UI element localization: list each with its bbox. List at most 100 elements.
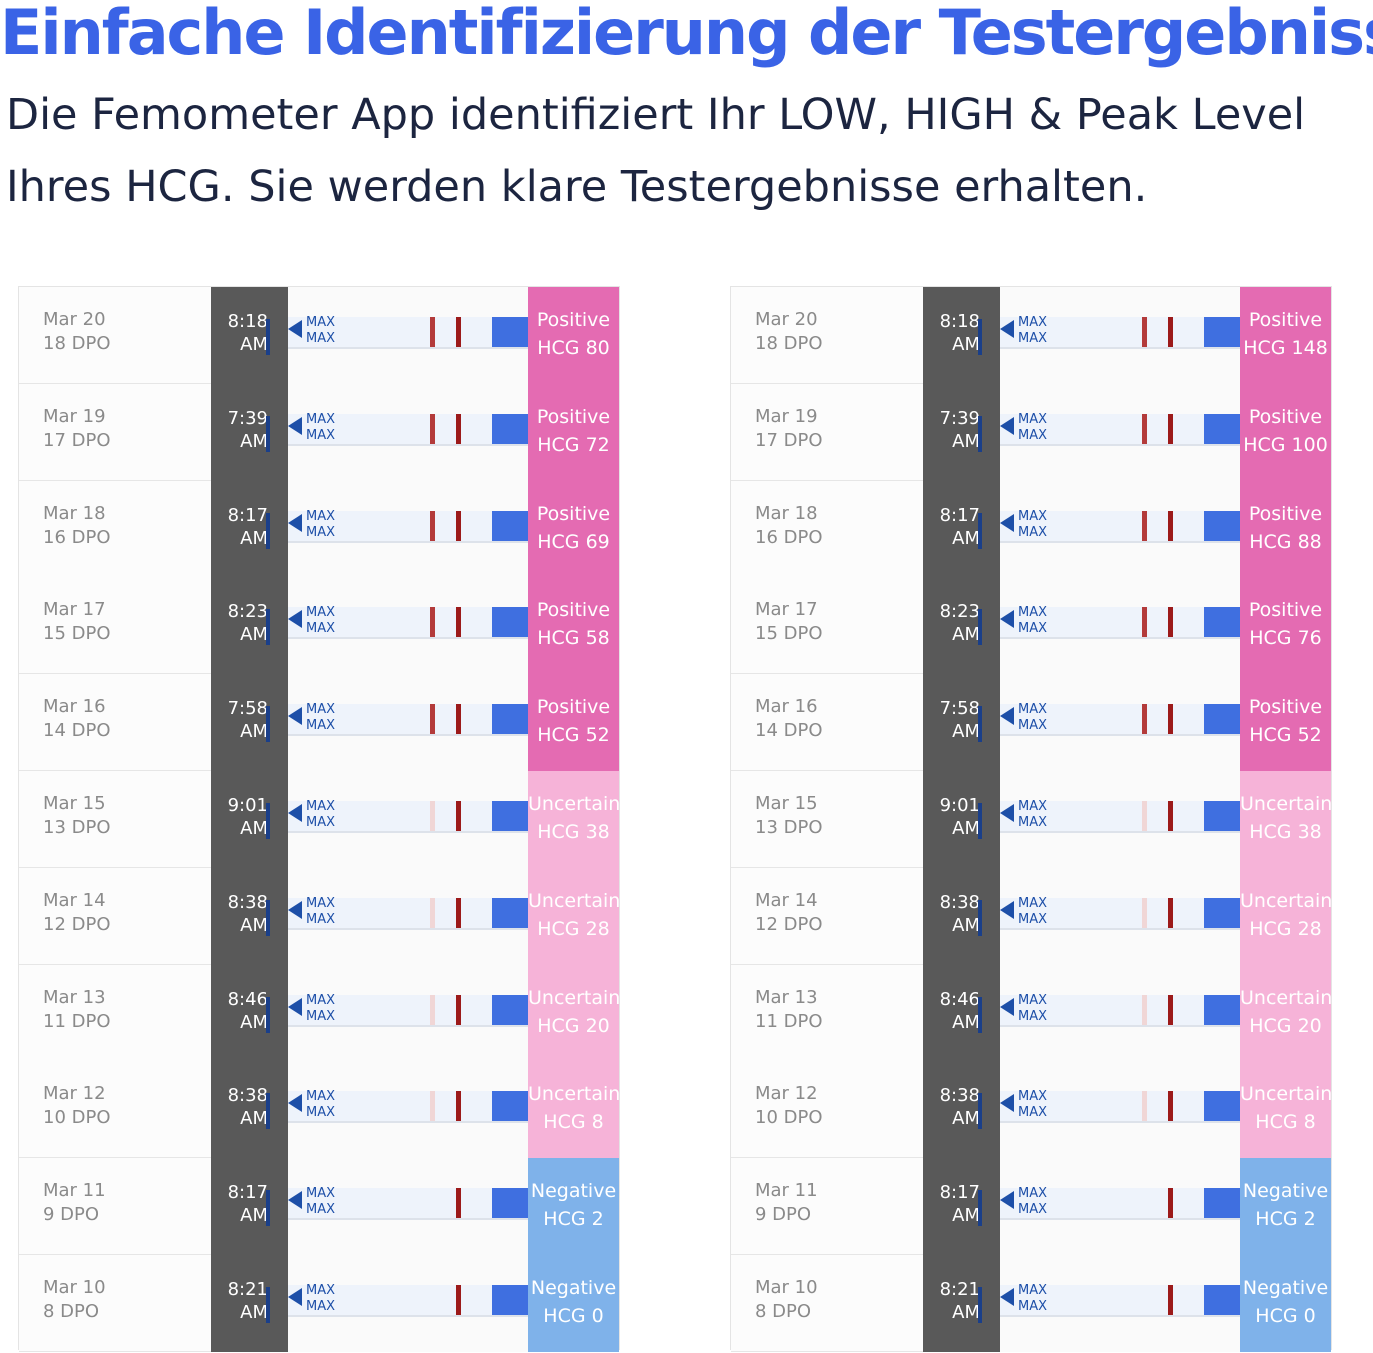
ampm: AM xyxy=(952,914,980,936)
result-cell: Positive HCG 58 xyxy=(528,577,619,675)
test-line xyxy=(1142,704,1147,735)
time-cell: 8:46 AM xyxy=(211,964,288,1062)
strip-handle xyxy=(978,319,982,355)
test-line xyxy=(430,317,435,347)
ampm: AM xyxy=(952,430,980,452)
time-cell: 8:17 AM xyxy=(923,1158,1000,1256)
strip-band xyxy=(288,1188,528,1221)
result-row: Mar 14 12 DPO 8:38 AM MAX MAX Uncertain HCG 28 xyxy=(19,867,620,965)
max-label: MAX xyxy=(1018,1105,1048,1121)
date: Mar 20 xyxy=(755,309,818,330)
control-line xyxy=(1168,704,1173,735)
time: 8:38 xyxy=(227,1085,268,1107)
test-line xyxy=(1142,994,1147,1025)
max-label: MAX xyxy=(306,895,336,911)
max-arrow xyxy=(288,1094,302,1113)
result-cell: Negative HCG 2 xyxy=(528,1158,619,1256)
hcg-level: HCG 38 xyxy=(1249,821,1322,843)
strip-handle xyxy=(978,609,982,646)
max-label: MAX xyxy=(1018,508,1048,524)
max-arrow xyxy=(1000,804,1014,822)
control-line xyxy=(1168,801,1173,831)
dpo: 13 DPO xyxy=(755,817,823,838)
strip-band xyxy=(288,994,528,1027)
time-cell: 8:38 AM xyxy=(211,1061,288,1159)
date: Mar 12 xyxy=(43,1083,106,1105)
max-label: MAX xyxy=(1018,992,1048,1008)
time: 8:17 xyxy=(227,504,268,526)
max-label: MAX xyxy=(306,1283,336,1298)
hcg-level: HCG 148 xyxy=(1243,337,1328,359)
result-cell: Positive HCG 100 xyxy=(1240,383,1331,481)
ampm: AM xyxy=(952,1108,980,1130)
dpo: 18 DPO xyxy=(755,333,823,354)
result-cell: Negative HCG 0 xyxy=(1240,1255,1331,1352)
max-label: MAX xyxy=(1018,911,1048,927)
strip-handle xyxy=(266,609,270,646)
time-cell: 7:39 AM xyxy=(211,383,288,481)
hcg-level: HCG 88 xyxy=(1249,530,1322,553)
max-label: MAX xyxy=(306,1105,336,1121)
strip-tip xyxy=(1204,510,1240,541)
result-cell: Uncertain HCG 20 xyxy=(1240,964,1332,1062)
max-label: MAX xyxy=(306,1008,336,1024)
max-label: MAX xyxy=(306,799,336,814)
date: Mar 17 xyxy=(43,599,106,621)
control-line xyxy=(1168,317,1173,347)
date: Mar 10 xyxy=(755,1277,818,1298)
test-line xyxy=(430,994,435,1025)
max-label: MAX xyxy=(1018,605,1048,621)
test-line xyxy=(1142,510,1147,541)
strip-handle xyxy=(978,512,982,549)
dpo: 18 DPO xyxy=(43,333,111,354)
dpo: 10 DPO xyxy=(43,1107,111,1129)
strip-band xyxy=(1000,607,1240,640)
result-row: Mar 11 9 DPO 8:17 AM MAX MAX Negative HCG 2 xyxy=(731,1158,1331,1256)
result: Positive xyxy=(536,696,611,719)
max-arrow xyxy=(1000,900,1014,919)
results-panel: Mar 20 18 DPO 8:18 AM MAX MAX Positive HCG 80 Ma… xyxy=(18,286,620,1352)
result: Positive xyxy=(1248,405,1323,428)
max-arrow xyxy=(288,320,302,338)
max-arrow xyxy=(288,707,302,726)
strip-tip xyxy=(492,510,528,541)
test-strip: MAX MAX xyxy=(288,964,528,1062)
strip-tip xyxy=(492,1285,528,1315)
date-cell: Mar 15 13 DPO xyxy=(19,771,211,867)
hcg-level: HCG 8 xyxy=(543,1111,604,1134)
result: Uncertain xyxy=(1240,1083,1333,1106)
result-row: Mar 19 17 DPO 7:39 AM MAX MAX Positive HCG 72 xyxy=(19,383,619,481)
strip-band xyxy=(1000,1285,1240,1317)
time: 7:58 xyxy=(939,698,980,720)
date-cell: Mar 17 15 DPO xyxy=(19,577,211,674)
test-strip: MAX MAX xyxy=(1000,674,1240,772)
time-cell: 8:23 AM xyxy=(211,577,288,675)
date: Mar 11 xyxy=(755,1180,818,1202)
control-line xyxy=(456,317,461,347)
result-cell: Uncertain HCG 28 xyxy=(1240,867,1332,965)
max-label: MAX xyxy=(306,1089,336,1105)
test-line xyxy=(430,801,435,831)
strip-tip xyxy=(1204,1285,1240,1315)
strip-band xyxy=(288,1091,528,1124)
date: Mar 12 xyxy=(755,1083,818,1105)
strip-band xyxy=(1000,317,1240,349)
result: Positive xyxy=(1248,309,1323,331)
strip-tip xyxy=(492,994,528,1025)
strip-handle xyxy=(978,706,982,743)
hcg-level: HCG 80 xyxy=(537,337,610,359)
date-cell: Mar 15 13 DPO xyxy=(731,771,923,867)
test-strip: MAX MAX xyxy=(288,1255,528,1352)
strip-band xyxy=(288,897,528,930)
date-cell: Mar 12 10 DPO xyxy=(19,1061,211,1158)
max-label: MAX xyxy=(306,1202,336,1218)
title: Einfache Identifizierung der Testergebni… xyxy=(0,0,1373,69)
control-line xyxy=(1168,1285,1173,1315)
result-cell: Positive HCG 72 xyxy=(528,383,619,481)
strip-band xyxy=(1000,510,1240,543)
control-line xyxy=(1168,607,1173,638)
ampm: AM xyxy=(240,334,268,355)
test-line xyxy=(1142,801,1147,831)
max-arrow xyxy=(288,804,302,822)
test-line xyxy=(1142,413,1147,444)
